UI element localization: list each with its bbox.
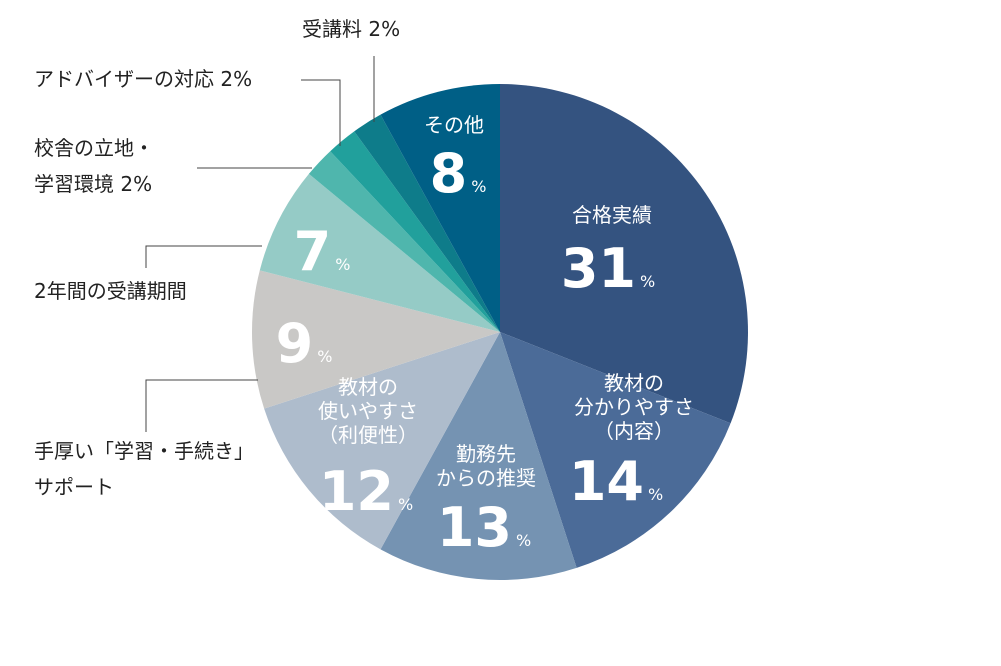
pie-slice-9: [380, 84, 500, 332]
slice-label-5: 2年間の受講期間: [34, 279, 187, 303]
pie-slice-5: [259, 173, 500, 332]
pie-slice-0: [500, 84, 748, 424]
pie-slice-8: [354, 114, 500, 333]
slice-label-7: アドバイザーの対応 2%: [34, 67, 252, 91]
leader-line-4: [145, 379, 258, 432]
pie-slice-2: [380, 332, 577, 580]
slice-label-8: 受講料 2%: [302, 17, 400, 41]
slice-label-6: 校舎の立地・学習環境 2%: [34, 136, 154, 196]
slice-label-9: その他: [424, 113, 484, 137]
pie-slice-6: [308, 151, 500, 332]
slice-label-3: 教材の使いやすさ（利便性）: [318, 375, 418, 447]
slice-label-0: 合格実績: [572, 203, 652, 227]
slice-label-2: 勤務先からの推奨: [436, 442, 536, 490]
pie-slice-3: [264, 332, 500, 550]
slice-value-1: 14%: [569, 450, 663, 513]
slice-value-9: 8%: [430, 142, 487, 205]
pie-slice-4: [251, 270, 500, 409]
slice-value-3: 12%: [319, 460, 413, 523]
pie-slice-7: [330, 131, 500, 332]
slice-value-0: 31%: [561, 237, 655, 300]
leader-line-7: [301, 79, 341, 146]
leader-line-5: [145, 245, 262, 268]
slice-value-4: 9%: [276, 312, 333, 375]
slice-value-5: 7%: [294, 220, 351, 283]
pie-slice-1: [500, 332, 731, 568]
slice-label-1: 教材の分かりやすさ（内容）: [574, 371, 694, 443]
slice-value-2: 13%: [437, 496, 531, 559]
slice-label-4: 手厚い「学習・手続き」サポート: [34, 439, 254, 499]
